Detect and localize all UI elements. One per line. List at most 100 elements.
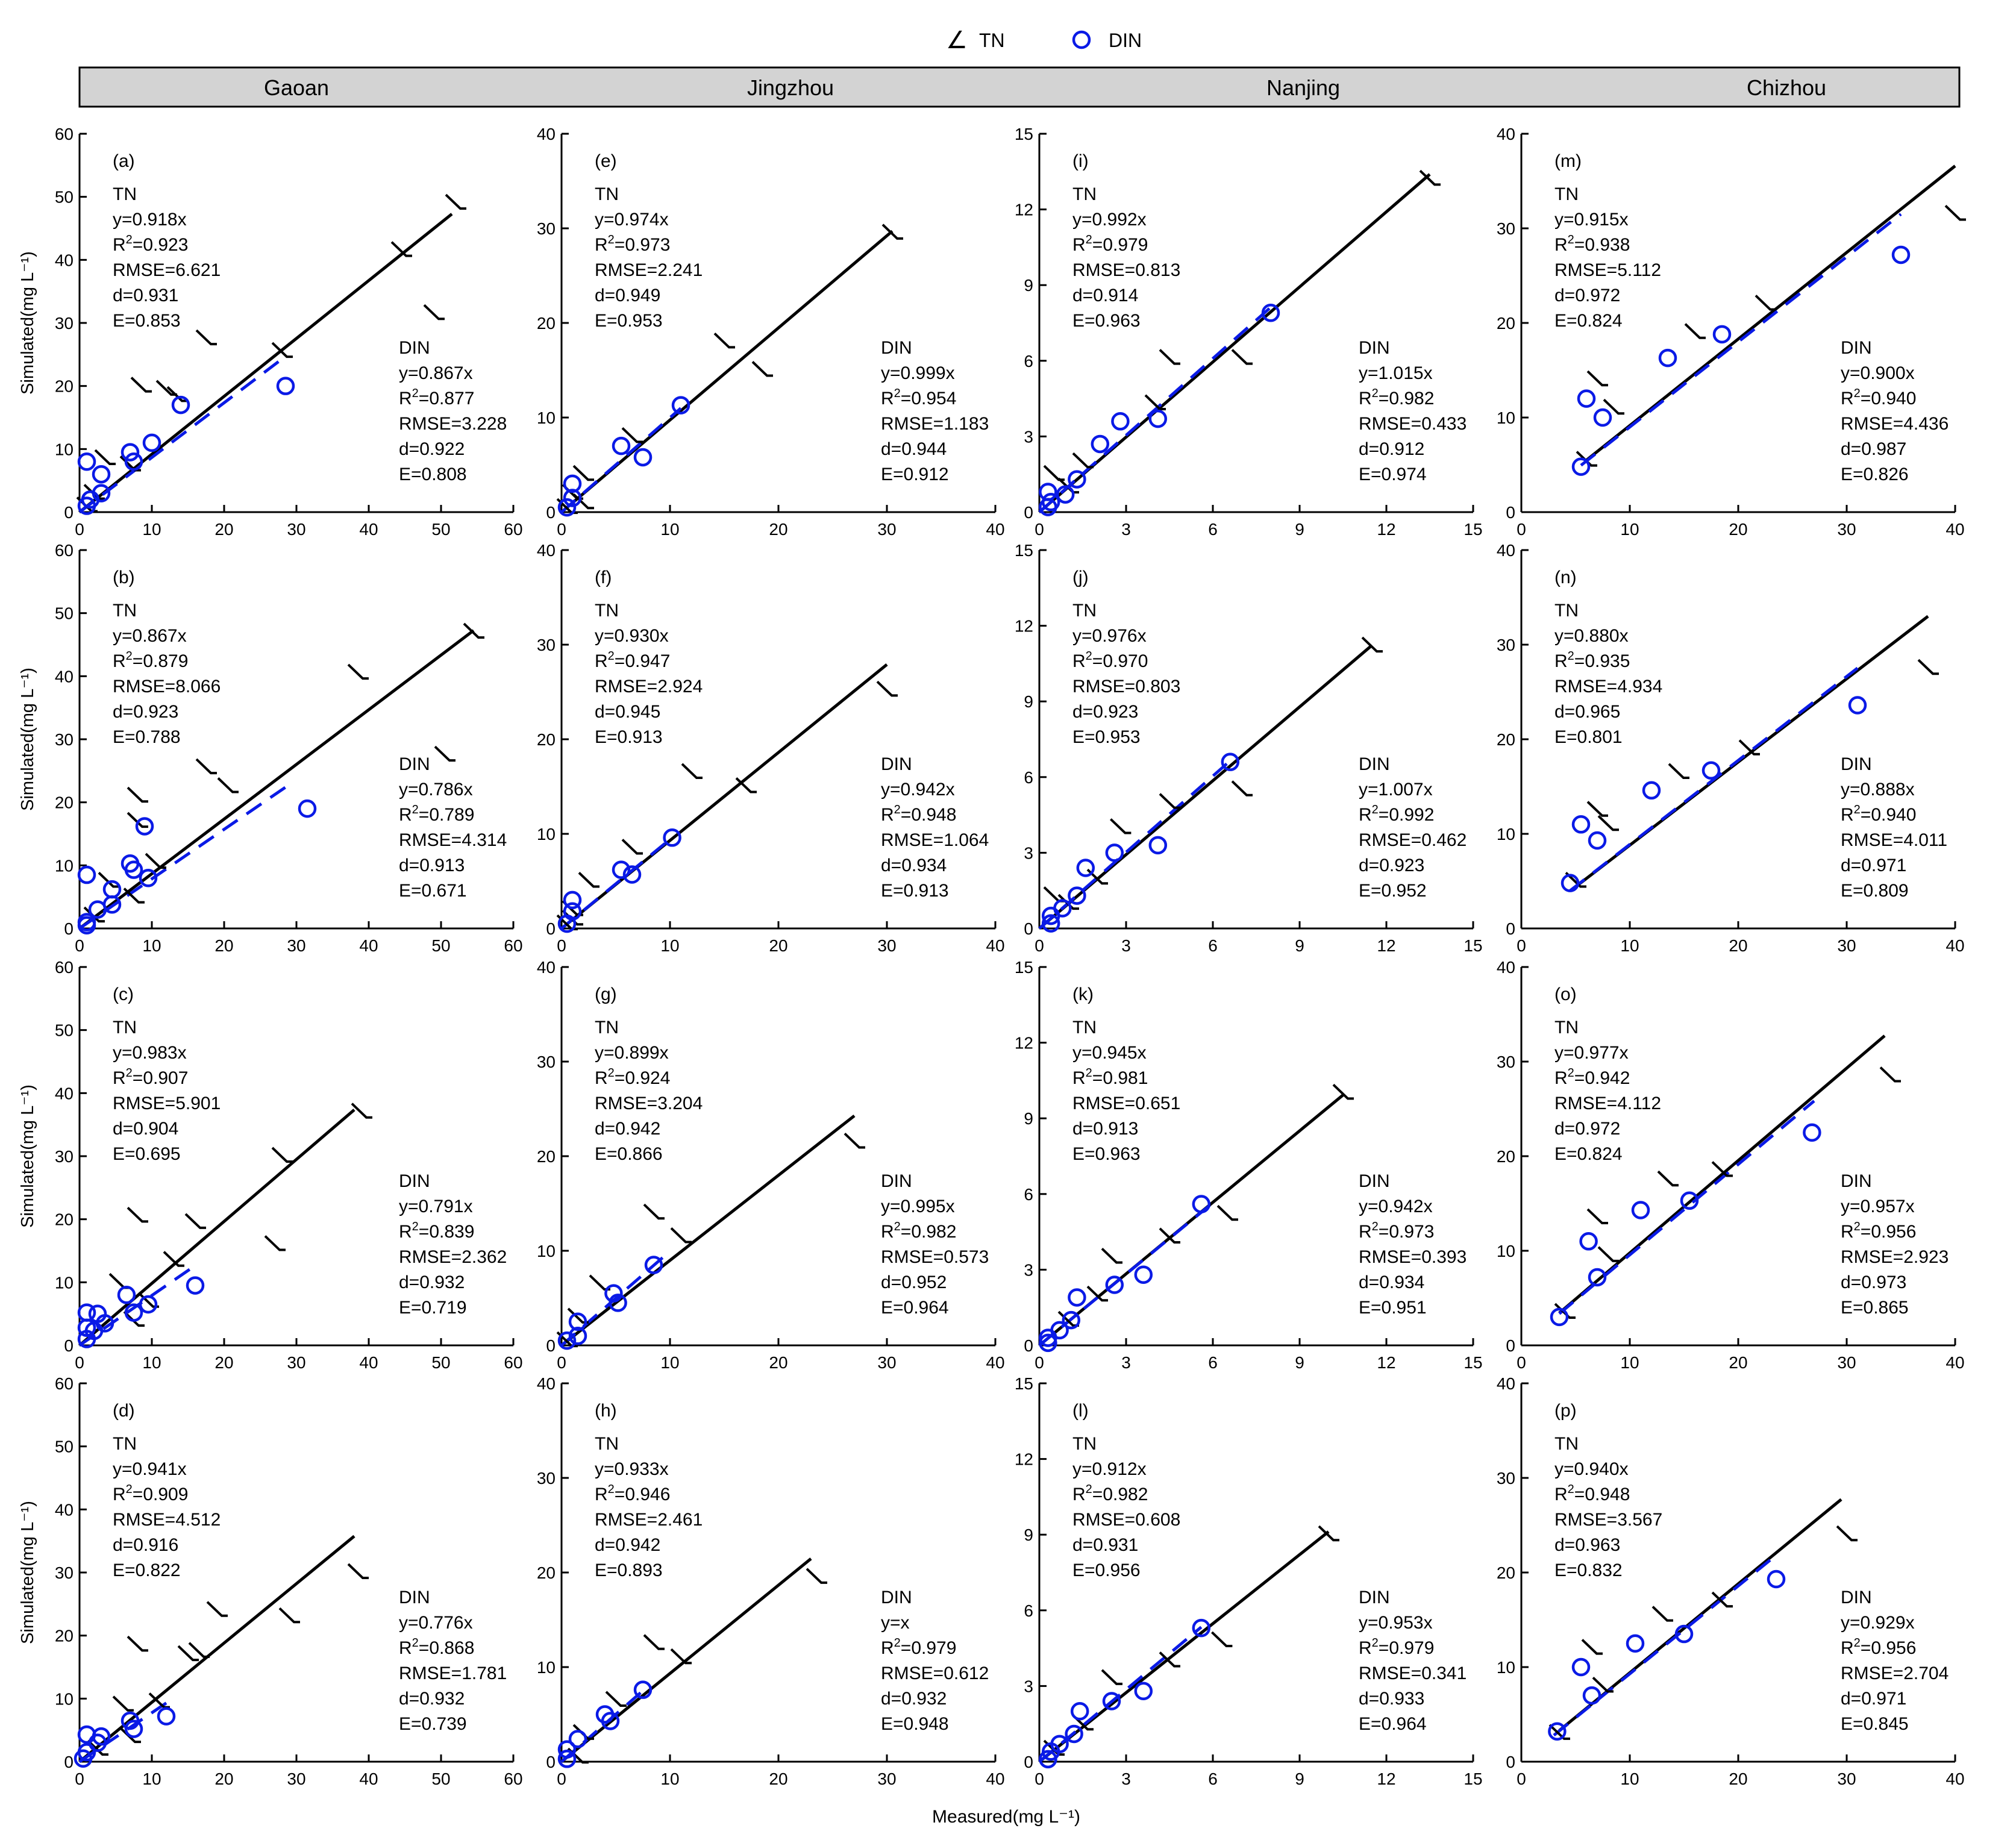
din-point <box>1712 325 1732 344</box>
x-tick-label: 30 <box>287 520 305 539</box>
tn-point <box>1144 394 1166 410</box>
din-stat-line: R2=0.979 <box>1359 1636 1434 1658</box>
panel-label: (n) <box>1554 568 1577 587</box>
tn-point <box>1072 452 1094 469</box>
tn-point <box>351 1103 372 1119</box>
panel-m: 0 10 20 30 40 0 10 20 30 40 (m) TN y=0.915x R2=0.938 R… <box>1497 125 1966 539</box>
tn-point <box>643 1634 665 1650</box>
x-tick-label: 60 <box>504 520 522 539</box>
x-tick-label: 40 <box>1946 1770 1964 1788</box>
din-point <box>1039 1750 1057 1769</box>
tn-point <box>1586 1208 1608 1225</box>
tn-stat-line: y=0.880x <box>1554 626 1629 646</box>
x-tick-label: 3 <box>1121 1770 1131 1788</box>
tn-stat-line: TN <box>113 1018 137 1037</box>
din-point <box>633 1680 653 1699</box>
tn-stat-line: TN <box>113 184 137 204</box>
din-point <box>1068 1288 1086 1307</box>
y-tick-label: 30 <box>55 1147 74 1166</box>
din-point <box>1680 1191 1699 1210</box>
din-stat-line: d=0.934 <box>881 856 947 875</box>
tn-point <box>1231 780 1253 796</box>
din-fit-line <box>560 1250 671 1347</box>
tn-stat-line: RMSE=0.608 <box>1072 1510 1180 1530</box>
din-point <box>1076 859 1095 877</box>
y-tick-label: 12 <box>1015 1450 1033 1469</box>
x-tick-label: 30 <box>877 1353 896 1372</box>
y-tick-label: 0 <box>1506 1336 1515 1355</box>
din-stat-line: RMSE=4.436 <box>1841 414 1949 434</box>
din-stat-line: E=0.964 <box>881 1298 949 1318</box>
din-stat-line: RMSE=2.923 <box>1841 1247 1949 1267</box>
panel-k: 0 3 6 9 12 15 0 3 6 9 12 15 (k) TN y=0.945x R2=0.981 RMS… <box>1015 958 1483 1372</box>
y-tick-label: 10 <box>55 440 74 458</box>
panel-label: (j) <box>1072 568 1089 587</box>
tn-stat-line: RMSE=0.651 <box>1072 1094 1180 1113</box>
panel-label: (a) <box>113 151 135 171</box>
tn-point <box>1917 659 1939 675</box>
y-tick-label: 0 <box>64 1753 74 1771</box>
din-stat-line: d=0.932 <box>881 1689 947 1709</box>
y-tick-label: 9 <box>1024 276 1033 295</box>
x-tick-label: 0 <box>75 1353 84 1372</box>
din-point <box>135 817 154 836</box>
y-tick-label: 20 <box>537 1147 556 1166</box>
tn-stat-line: y=0.977x <box>1554 1043 1629 1063</box>
y-tick-label: 30 <box>537 219 556 238</box>
panel-i: 0 3 6 9 12 15 0 3 6 9 12 15 (i) TN y=0.992x R2=0.979 RMS… <box>1015 125 1483 539</box>
din-point <box>121 1711 140 1730</box>
x-tick-label: 30 <box>287 1353 305 1372</box>
tn-stat-line: R2=0.907 <box>113 1066 188 1088</box>
tn-point <box>1110 818 1132 834</box>
y-tick-label: 30 <box>537 636 556 654</box>
y-tick-label: 0 <box>546 1336 556 1355</box>
din-stat-line: R2=0.940 <box>1841 803 1916 825</box>
din-stat-line: y=0.867x <box>399 363 473 383</box>
y-tick-label: 0 <box>546 1753 556 1771</box>
din-stat-line: RMSE=3.228 <box>399 414 507 434</box>
y-tick-label: 9 <box>1024 1109 1033 1128</box>
x-tick-label: 30 <box>287 1770 305 1788</box>
tn-stat-line: y=0.933x <box>595 1459 669 1479</box>
x-tick-label: 0 <box>75 1770 84 1788</box>
x-tick-label: 10 <box>1620 936 1639 955</box>
x-tick-label: 9 <box>1295 1353 1304 1372</box>
din-point <box>557 498 577 517</box>
tn-point <box>445 193 466 210</box>
din-point <box>186 1276 205 1295</box>
tn-point <box>1231 349 1253 365</box>
din-stat-line: DIN <box>1841 1171 1872 1191</box>
y-tick-label: 40 <box>55 1500 74 1519</box>
tn-point <box>1651 1606 1673 1622</box>
y-tick-label: 30 <box>537 1053 556 1071</box>
din-point <box>612 436 631 455</box>
x-tick-label: 30 <box>877 1770 896 1788</box>
din-point <box>1039 483 1057 501</box>
x-tick-label: 9 <box>1295 520 1304 539</box>
din-point <box>1041 906 1060 925</box>
din-point <box>142 433 161 452</box>
tn-point <box>1086 1285 1108 1302</box>
din-point <box>139 869 158 887</box>
din-point <box>117 1286 136 1304</box>
tn-stat-line: d=0.942 <box>595 1535 660 1555</box>
din-stat-line: E=0.952 <box>1359 881 1427 901</box>
din-fit-line <box>1558 1100 1815 1315</box>
tn-stat-line: E=0.853 <box>113 311 181 331</box>
x-tick-label: 20 <box>769 1770 787 1788</box>
din-point <box>1070 1702 1089 1721</box>
x-tick-label: 0 <box>1517 936 1526 955</box>
tn-point <box>1101 1669 1122 1685</box>
din-point <box>1642 781 1661 800</box>
tn-stat-line: d=0.904 <box>113 1119 178 1139</box>
tn-point <box>278 1607 300 1624</box>
y-tick-label: 6 <box>1024 352 1033 371</box>
tn-stat-line: R2=0.948 <box>1554 1483 1630 1504</box>
x-tick-label: 0 <box>1517 1770 1526 1788</box>
din-point <box>298 799 317 818</box>
din-stat-line: E=0.948 <box>881 1714 949 1734</box>
din-stat-line: DIN <box>881 1588 912 1607</box>
din-point <box>563 489 582 507</box>
y-tick-label: 50 <box>55 604 74 623</box>
tn-point <box>1548 1724 1570 1740</box>
